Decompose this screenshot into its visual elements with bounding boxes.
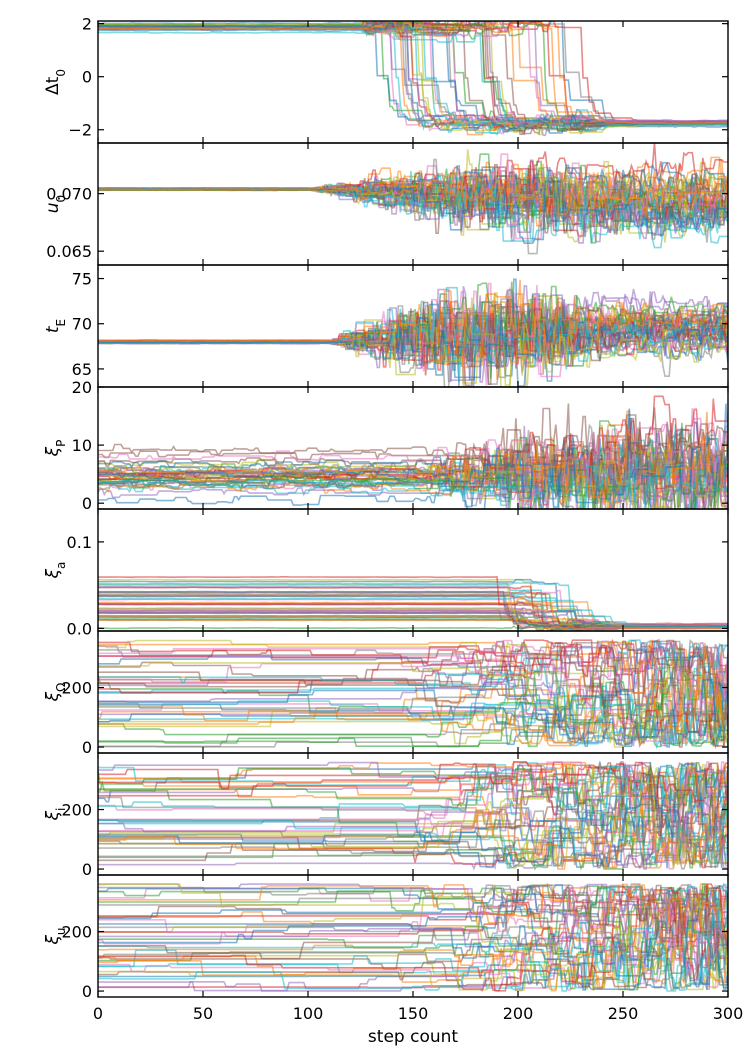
y-axis-label-main: Δt [43,76,63,95]
x-tick-label: 100 [293,1004,324,1023]
y-axis-label-main: ξ [43,935,63,946]
y-tick-label: 10 [72,436,92,455]
x-tick-label: 50 [193,1004,213,1023]
walker-traces [98,640,728,747]
y-axis-label-main: ξ [43,446,63,457]
walker-traces [98,142,728,253]
x-tick-label: 0 [93,1004,103,1023]
y-tick-label: 75 [72,270,92,289]
y-axis-label-sub: Ω [54,683,68,692]
y-axis-label-main: ξ [43,568,63,579]
y-tick-label: 0 [82,494,92,513]
y-tick-label: 0.0 [67,619,92,638]
walker-traces [98,762,728,869]
y-axis-label: tE [43,319,68,333]
y-tick-label: 65 [72,360,92,379]
y-axis-label-sub: P [54,440,68,447]
y-tick-label: 0.065 [46,242,92,261]
y-axis-label-main: ξ [43,810,63,821]
y-tick-label: 0 [82,68,92,87]
x-tick-label: 200 [503,1004,534,1023]
y-tick-label: 0.1 [67,533,92,552]
panel-tE: 65 70 75 tE [43,265,728,401]
x-axis-label: step count [368,1027,458,1047]
y-axis-label: Δt0 [43,69,68,95]
y-axis-label-sub: 0 [54,69,68,77]
y-tick-label: −2 [68,121,92,140]
walker-traces [98,11,728,135]
y-axis-label: ξP [43,440,68,458]
x-tick-label: 250 [608,1004,639,1023]
y-tick-label: 2 [82,15,92,34]
y-tick-label: 20 [72,378,92,397]
y-axis-label-main: ξ [43,691,63,702]
y-axis-label-main: u [43,202,63,213]
x-tick-label: 300 [713,1004,744,1023]
y-tick-label: 0 [82,860,92,879]
y-axis-label-sub: E [54,319,68,327]
panel-xiu: 0200ξu [43,875,728,1001]
trace-panels: −202Δt00.0650.070u0657075tE01020ξP0.00.1… [43,11,728,1001]
y-axis-label: ξΩ [43,683,68,703]
walker-traces [98,396,728,537]
panel-xiP: 0 10 20 ξP [43,378,728,538]
panel-xia: 0.0 0.1 ξa [43,509,728,642]
y-axis-label-sub: i [54,808,68,811]
y-tick-label: 0 [82,982,92,1001]
x-tick-label: 150 [398,1004,429,1023]
y-axis-label-sub: u [54,927,68,935]
y-tick-label: 0 [82,738,92,757]
y-tick-label: 70 [72,315,92,334]
y-axis-label: ξa [43,562,68,580]
y-axis-label-sub: a [54,562,68,569]
walker-traces [98,884,728,991]
y-axis-label-sub: 0 [54,195,68,203]
